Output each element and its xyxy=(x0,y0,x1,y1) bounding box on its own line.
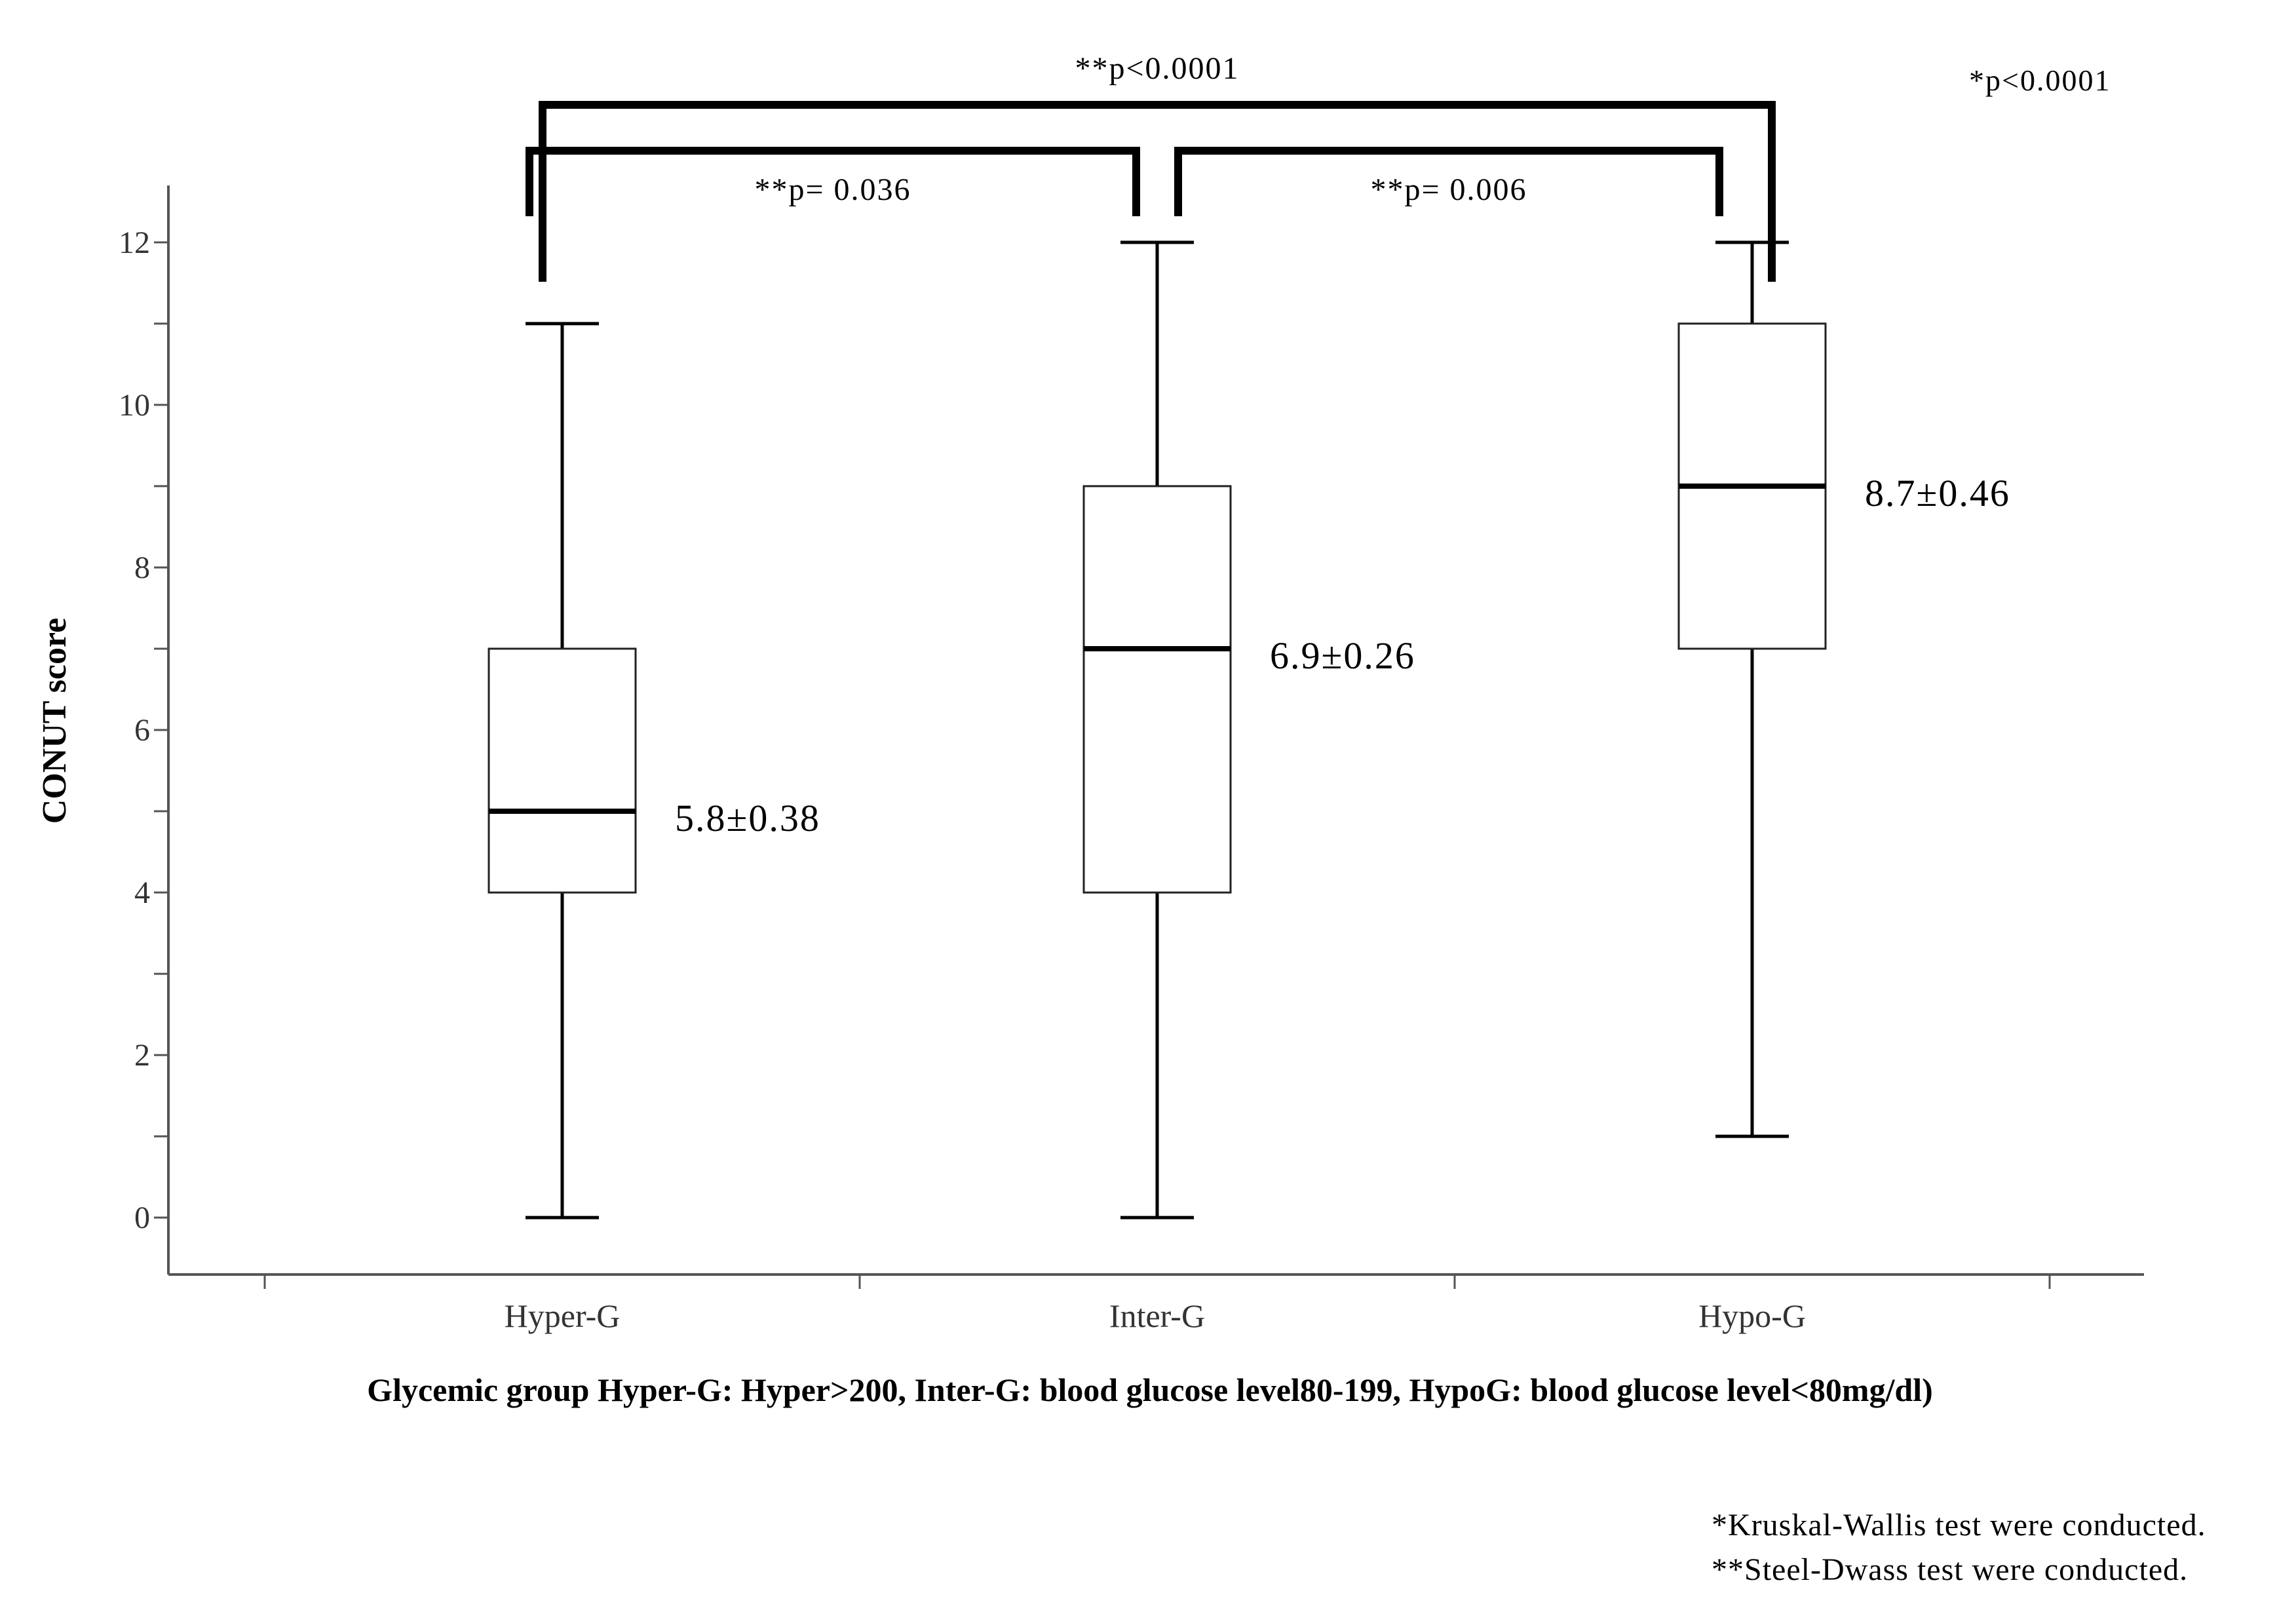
y-tick-label: 12 xyxy=(119,225,150,260)
y-tick-label: 2 xyxy=(134,1038,150,1073)
y-tick-label: 8 xyxy=(134,550,150,585)
axes: 0 2 4 6 8 10 12 Hyper-G Inter-G Hypo-G xyxy=(119,185,2144,1334)
mean-sd-label: 8.7±0.46 xyxy=(1865,472,2010,514)
x-tick-label: Hypo-G xyxy=(1698,1297,1806,1334)
comparison-bracket xyxy=(526,147,1140,216)
comparison-brackets: **p<0.0001 **p= 0.036 **p= 0.006 xyxy=(526,51,1776,282)
comparison-p-label: **p= 0.006 xyxy=(1370,172,1527,207)
iqr-box xyxy=(1082,485,1232,894)
y-tick-label: 10 xyxy=(119,388,150,423)
comparison-bracket xyxy=(539,101,1776,282)
overall-test-label: *p<0.0001 xyxy=(1969,64,2111,97)
comparison-bracket xyxy=(1174,147,1723,216)
iqr-box xyxy=(488,647,637,894)
box-series: 5.8±0.38 6.9±0.26 8.7±0.46 xyxy=(488,240,2010,1219)
mean-sd-label: 5.8±0.38 xyxy=(675,797,820,839)
comparison-p-label: **p= 0.036 xyxy=(754,172,911,207)
x-tick-label: Hyper-G xyxy=(505,1297,621,1334)
footnote-steel-dwass: **Steel-Dwass test were conducted. xyxy=(1712,1552,2189,1587)
y-tick-label: 6 xyxy=(134,713,150,748)
box-hypo-g: 8.7±0.46 xyxy=(1677,240,2010,1138)
x-tick-label: Inter-G xyxy=(1109,1297,1205,1334)
y-tick-label: 0 xyxy=(134,1200,150,1235)
mean-sd-label: 6.9±0.26 xyxy=(1270,634,1415,677)
x-axis-title: Glycemic group Hyper-G: Hyper>200, Inter… xyxy=(367,1371,1933,1408)
box-inter-g: 6.9±0.26 xyxy=(1082,240,1415,1219)
y-tick-label: 4 xyxy=(134,875,150,910)
footnote-kruskal-wallis: *Kruskal-Wallis test were conducted. xyxy=(1712,1508,2206,1543)
comparison-p-label: **p<0.0001 xyxy=(1075,51,1239,86)
box-hyper-g: 5.8±0.38 xyxy=(488,322,820,1219)
y-axis-title: CONUT score xyxy=(36,618,73,824)
